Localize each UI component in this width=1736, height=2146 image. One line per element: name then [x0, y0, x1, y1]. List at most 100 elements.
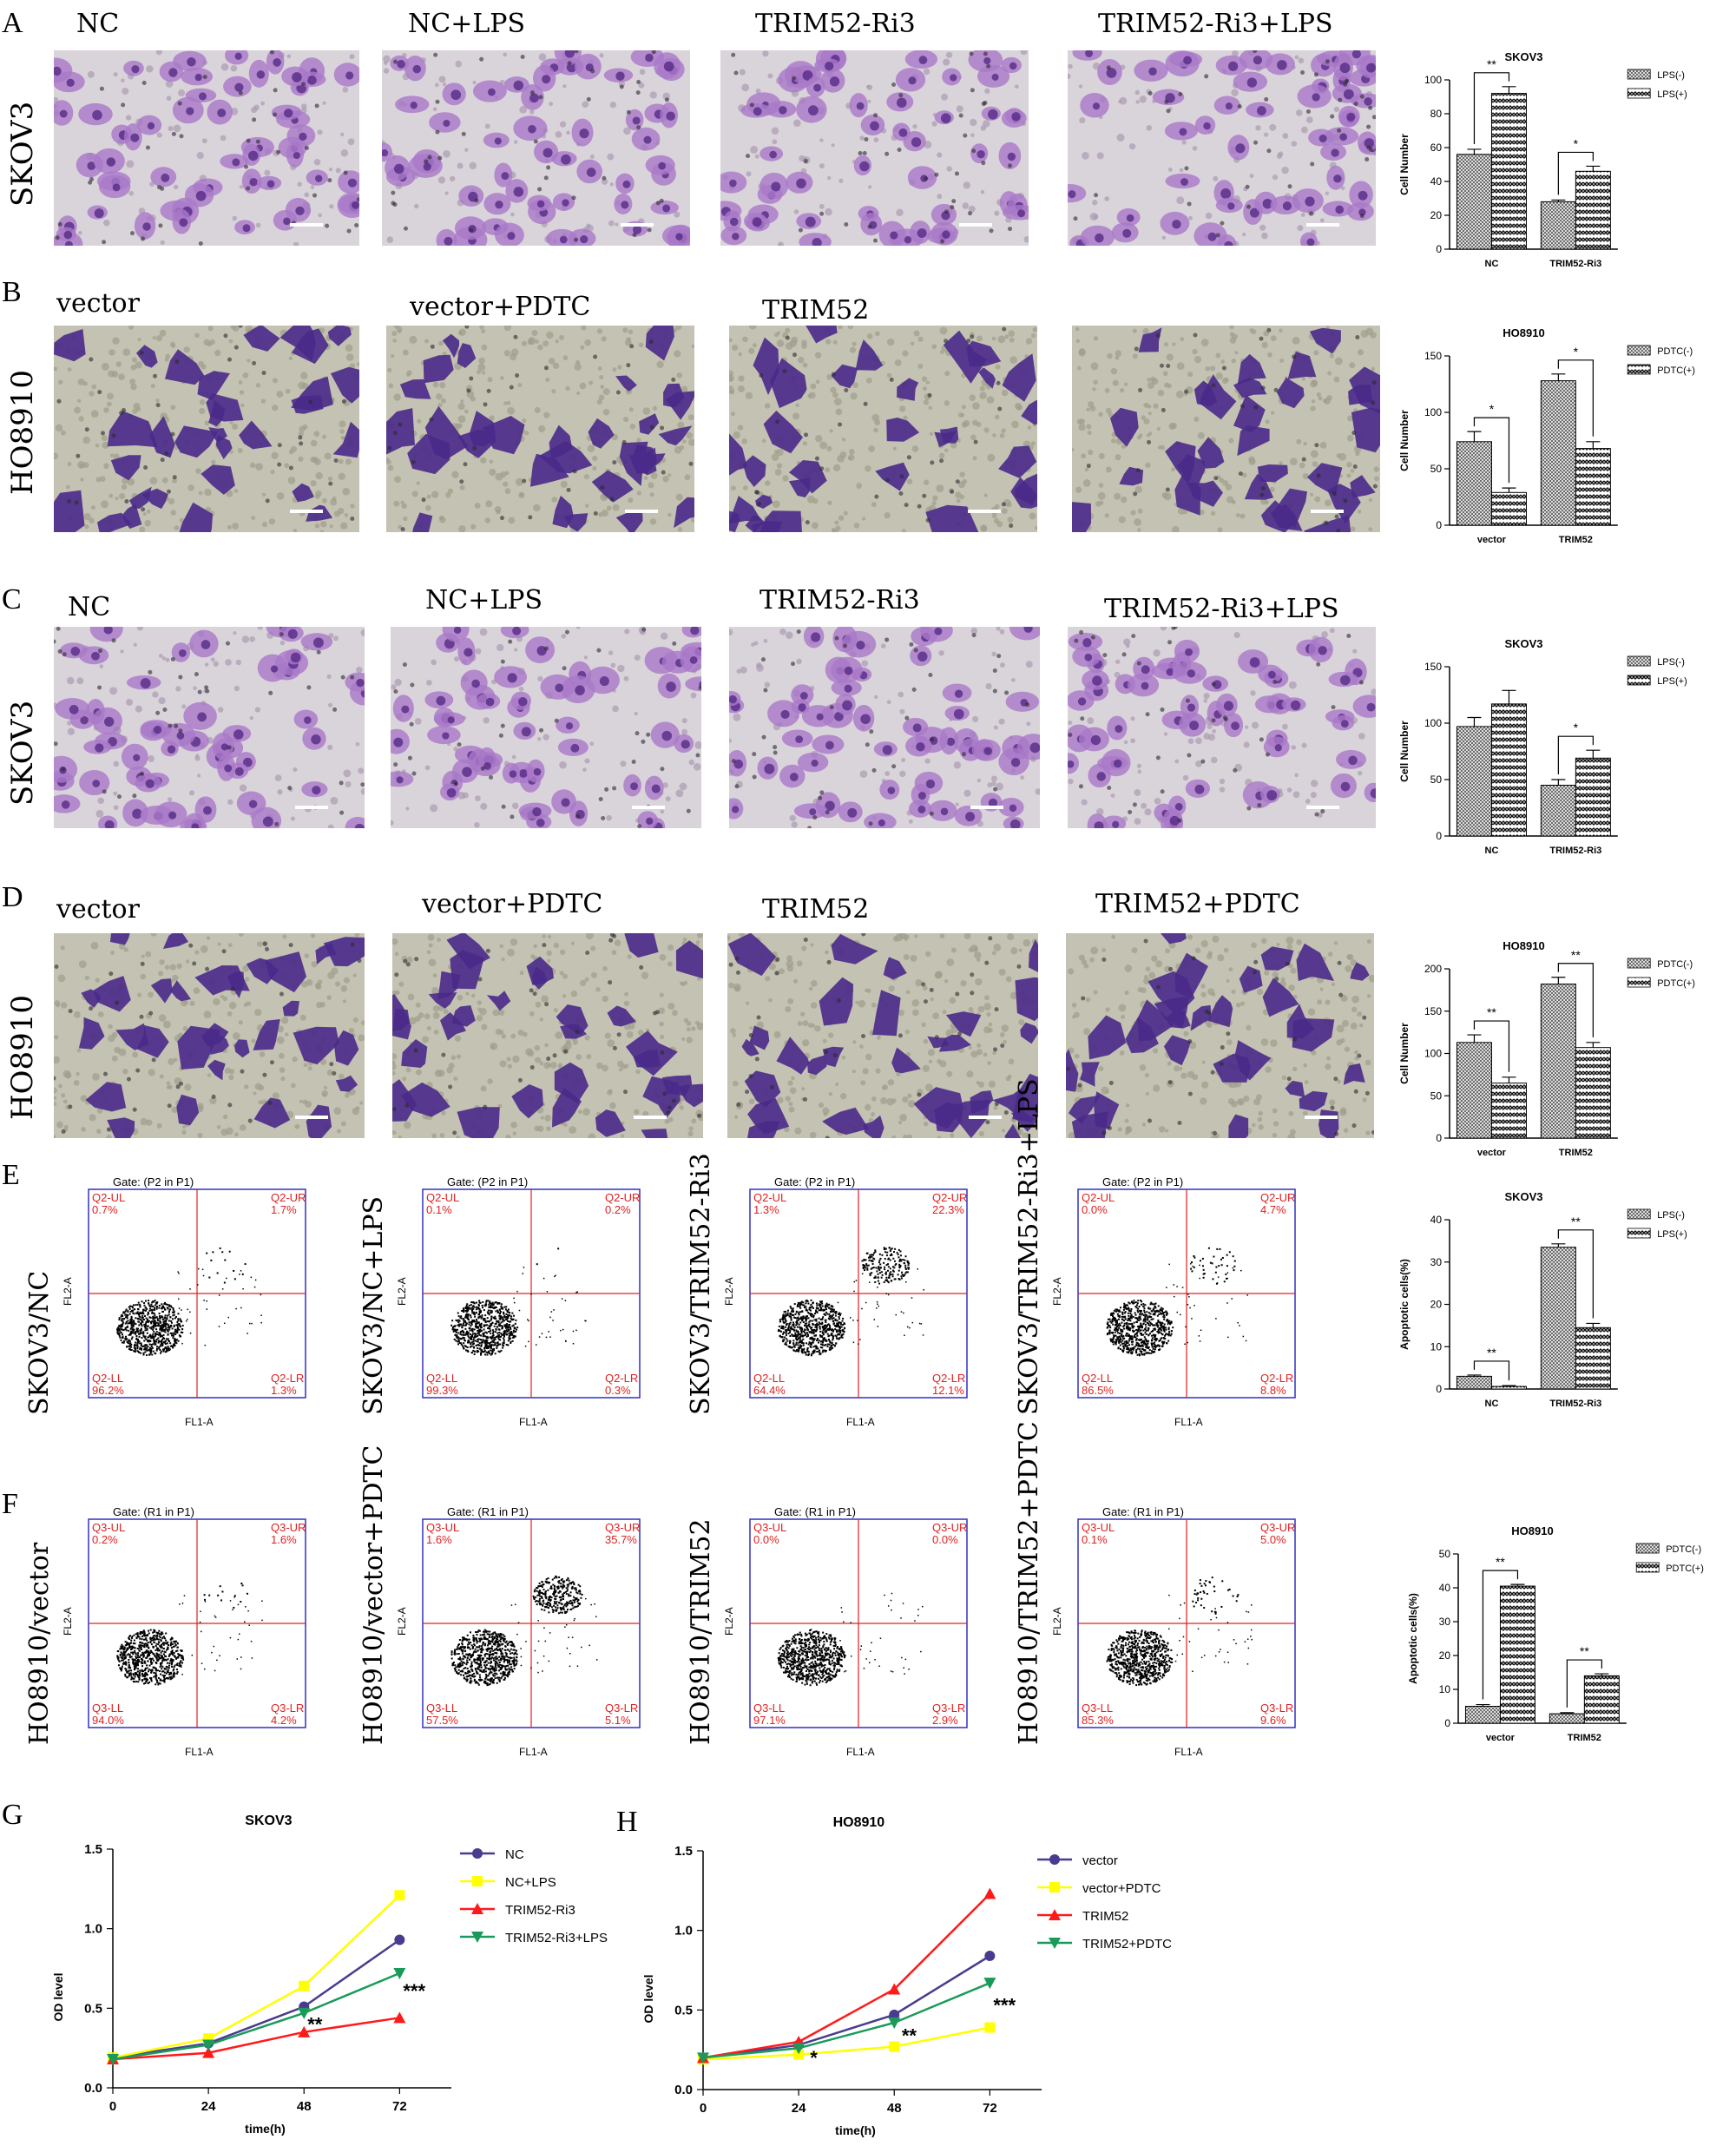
- x-tick-label: 24: [792, 2101, 806, 2116]
- y-tick-label: 60: [1430, 142, 1443, 154]
- scale-bar: [969, 1116, 1002, 1119]
- micrograph-a-1: [54, 50, 359, 246]
- panel-label-f: F: [2, 1488, 18, 1520]
- series-line-NC: [112, 1939, 401, 2059]
- scale-bar: [632, 806, 665, 809]
- bar-PDTC(-)-vector: [1456, 1042, 1492, 1139]
- y-axis-label: FL2-A: [1051, 1607, 1063, 1636]
- panel-label-d: D: [2, 881, 23, 913]
- dot-cluster: [116, 1583, 263, 1686]
- y-tick-label: 100: [1424, 74, 1442, 86]
- data-point: [1049, 1938, 1061, 1949]
- dot-cluster: [777, 1247, 924, 1357]
- legend-swatch: [1627, 1208, 1651, 1220]
- y-axis-label: Cell Number: [1398, 410, 1410, 471]
- y-tick-label: 30: [1430, 1256, 1443, 1268]
- micrograph-c-2: [391, 627, 701, 828]
- x-tick-label: TRIM52: [1559, 535, 1593, 545]
- facs-plot-e-4: Gate: (P2 in P1)Q2-UL0.0%Q2-UR4.7%Q2-LL8…: [1051, 1175, 1296, 1428]
- quad-ur-value: 4.7%: [1260, 1203, 1286, 1216]
- y-tick-label: 0: [1436, 1383, 1442, 1395]
- data-point: [394, 1890, 405, 1901]
- quad-ll-name: Q3-LL: [92, 1702, 123, 1715]
- y-tick-label: 150: [1424, 1005, 1442, 1017]
- scale-bar: [634, 1116, 667, 1119]
- quad-ll-value: 64.4%: [753, 1384, 786, 1397]
- sig-annotation: *: [810, 2047, 818, 2069]
- y-axis-label: Cell Number: [1398, 134, 1410, 195]
- legend-label: PDTC(+): [1657, 365, 1695, 376]
- quad-lr-name: Q3-LR: [271, 1702, 304, 1715]
- quad-ll-value: 97.1%: [753, 1714, 786, 1727]
- cond-b-2: vector+PDTC: [410, 292, 591, 322]
- quad-ur-value: 1.7%: [271, 1203, 297, 1216]
- quad-lr-value: 8.8%: [1260, 1384, 1286, 1397]
- data-point: [793, 2049, 805, 2060]
- sig-marker: **: [1496, 1555, 1505, 1569]
- quad-ll-value: 99.3%: [426, 1384, 458, 1397]
- chart-title: SKOV3: [1504, 637, 1542, 650]
- quad-ur-name: Q3-UR: [271, 1521, 306, 1534]
- quad-ul-value: 0.2%: [92, 1533, 118, 1546]
- scale-bar: [295, 806, 328, 809]
- cond-b-1: vector: [56, 288, 140, 319]
- gate-label: Gate: (R1 in P1): [1102, 1505, 1184, 1518]
- y-tick-label: 50: [1430, 773, 1443, 786]
- legend-label: TRIM52-Ri3+LPS: [505, 1931, 608, 1945]
- y-tick-label: 150: [1424, 661, 1442, 673]
- series-line-vector: [702, 1954, 991, 2059]
- quad-lr-name: Q2-LR: [605, 1372, 638, 1385]
- cond-b-3: TRIM52: [762, 295, 870, 326]
- gate-label: Gate: (P2 in P1): [774, 1175, 855, 1188]
- y-tick-label: 0: [1436, 243, 1442, 255]
- micrograph-b-1: [54, 326, 359, 532]
- quad-ur-value: 22.3%: [932, 1203, 964, 1216]
- legend-label: LPS(+): [1657, 676, 1687, 687]
- legend-label: PDTC(-): [1657, 959, 1693, 970]
- legend-label: TRIM52: [1082, 1909, 1128, 1924]
- x-tick-label: 48: [887, 2101, 902, 2116]
- y-axis-label: Apoptotic cells(%): [1407, 1593, 1419, 1684]
- legend-label: vector: [1082, 1853, 1118, 1868]
- quad-ul-name: Q2-UL: [753, 1191, 786, 1204]
- x-tick-label: NC: [1485, 846, 1499, 856]
- bar-LPS(+)-TRIM52-Ri3: [1575, 1326, 1611, 1390]
- panel-label-h: H: [616, 1806, 638, 1838]
- quad-ur-value: 35.7%: [605, 1533, 637, 1546]
- micrograph-d-2: [392, 933, 703, 1138]
- legend-label: NC: [505, 1847, 524, 1862]
- quad-lr-value: 0.3%: [605, 1384, 631, 1397]
- bar-PDTC(-)-vector: [1456, 441, 1492, 526]
- x-tick-label: TRIM52: [1559, 1148, 1593, 1158]
- panel-label-g: G: [2, 1799, 23, 1831]
- y-tick-label: 20: [1430, 209, 1443, 221]
- legend-swatch: [1627, 69, 1651, 80]
- quad-ul-name: Q3-UL: [1082, 1521, 1115, 1534]
- quad-ur-name: Q2-UR: [1260, 1191, 1295, 1204]
- scale-bar: [290, 510, 323, 513]
- y-tick-label: 40: [1430, 175, 1443, 188]
- bar-LPS(+)-TRIM52-Ri3: [1575, 757, 1611, 837]
- sig-bracket: [1557, 963, 1594, 1037]
- bar-LPS(-)-NC: [1456, 726, 1492, 837]
- sig-annotation: **: [902, 2025, 917, 2047]
- dot-cluster: [450, 1575, 598, 1687]
- quad-ul-name: Q3-UL: [92, 1521, 125, 1534]
- bar-PDTC(+)-vector: [1490, 1083, 1527, 1139]
- data-point: [472, 1876, 483, 1886]
- scale-bar: [968, 510, 1001, 513]
- y-axis-label: OD level: [641, 1974, 655, 2023]
- legend-swatch: [1627, 958, 1651, 969]
- bar-LPS(-)-TRIM52-Ri3: [1540, 201, 1576, 250]
- data-point: [471, 1903, 483, 1914]
- x-tick-label: 0: [109, 2099, 116, 2114]
- quad-ul-value: 1.6%: [426, 1533, 452, 1546]
- micrograph-b-2: [386, 326, 694, 532]
- sig-bracket: [1557, 151, 1594, 195]
- y-axis-label: Cell Number: [1398, 1023, 1410, 1084]
- x-tick-label: vector: [1477, 535, 1507, 545]
- sig-bracket: [1557, 359, 1594, 437]
- sig-marker: **: [1571, 1215, 1581, 1228]
- y-tick-label: 0: [1444, 1717, 1450, 1729]
